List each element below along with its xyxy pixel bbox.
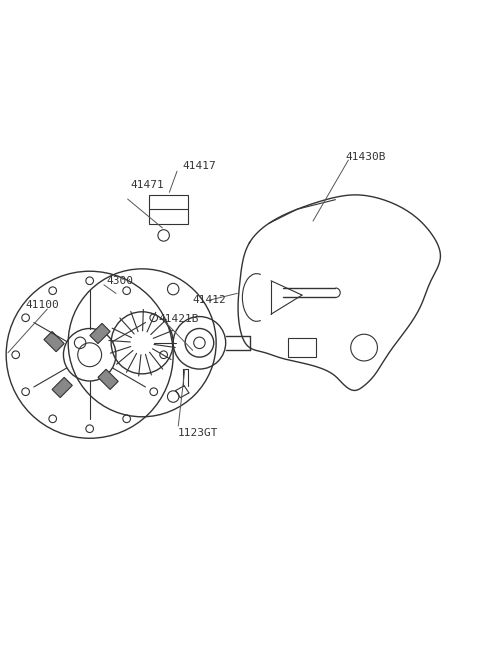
Text: 41412: 41412 bbox=[192, 295, 226, 305]
Bar bbox=[52, 377, 72, 397]
Bar bbox=[149, 195, 188, 223]
Text: 41430B: 41430B bbox=[345, 152, 385, 162]
Text: 41421B: 41421B bbox=[159, 314, 199, 324]
Text: 41471: 41471 bbox=[130, 180, 164, 191]
Text: 4300: 4300 bbox=[107, 276, 133, 286]
Bar bbox=[98, 369, 118, 390]
Text: 41100: 41100 bbox=[25, 300, 59, 309]
Text: 41417: 41417 bbox=[183, 161, 216, 171]
Bar bbox=[90, 323, 110, 344]
Bar bbox=[288, 338, 316, 357]
Bar bbox=[44, 331, 64, 351]
Text: 1123GT: 1123GT bbox=[178, 428, 218, 438]
